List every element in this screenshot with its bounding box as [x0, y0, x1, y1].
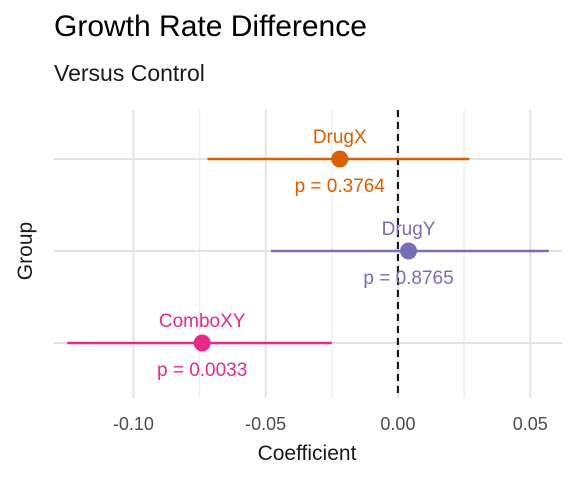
p-value-label: p = 0.8765 [363, 268, 453, 289]
x-tick-label: -0.10 [113, 414, 154, 434]
series-label: DrugY [382, 219, 436, 240]
data-marks: DrugX p = 0.3764 DrugY p = 0.8765 ComboXY p =… [67, 127, 549, 381]
x-tick-label: 0.00 [380, 414, 415, 434]
x-axis-title: Coefficient [258, 442, 357, 465]
point-estimate [400, 242, 418, 260]
chart-title: Growth Rate Difference [54, 10, 367, 43]
major-gridlines [54, 110, 562, 398]
x-tick-label: -0.05 [245, 414, 286, 434]
p-value-label: p = 0.3764 [295, 176, 386, 197]
p-value-label: p = 0.0033 [157, 360, 247, 381]
y-axis-title: Group [14, 222, 37, 280]
chart-subtitle: Versus Control [54, 60, 205, 86]
x-tick-labels: -0.10 -0.05 0.00 0.05 [113, 414, 548, 434]
point-estimate [193, 334, 211, 352]
minor-gridlines [198, 110, 465, 398]
series-label: ComboXY [159, 311, 246, 332]
series-label: DrugX [313, 127, 367, 148]
point-estimate [331, 150, 349, 168]
x-tick-label: 0.05 [513, 414, 548, 434]
